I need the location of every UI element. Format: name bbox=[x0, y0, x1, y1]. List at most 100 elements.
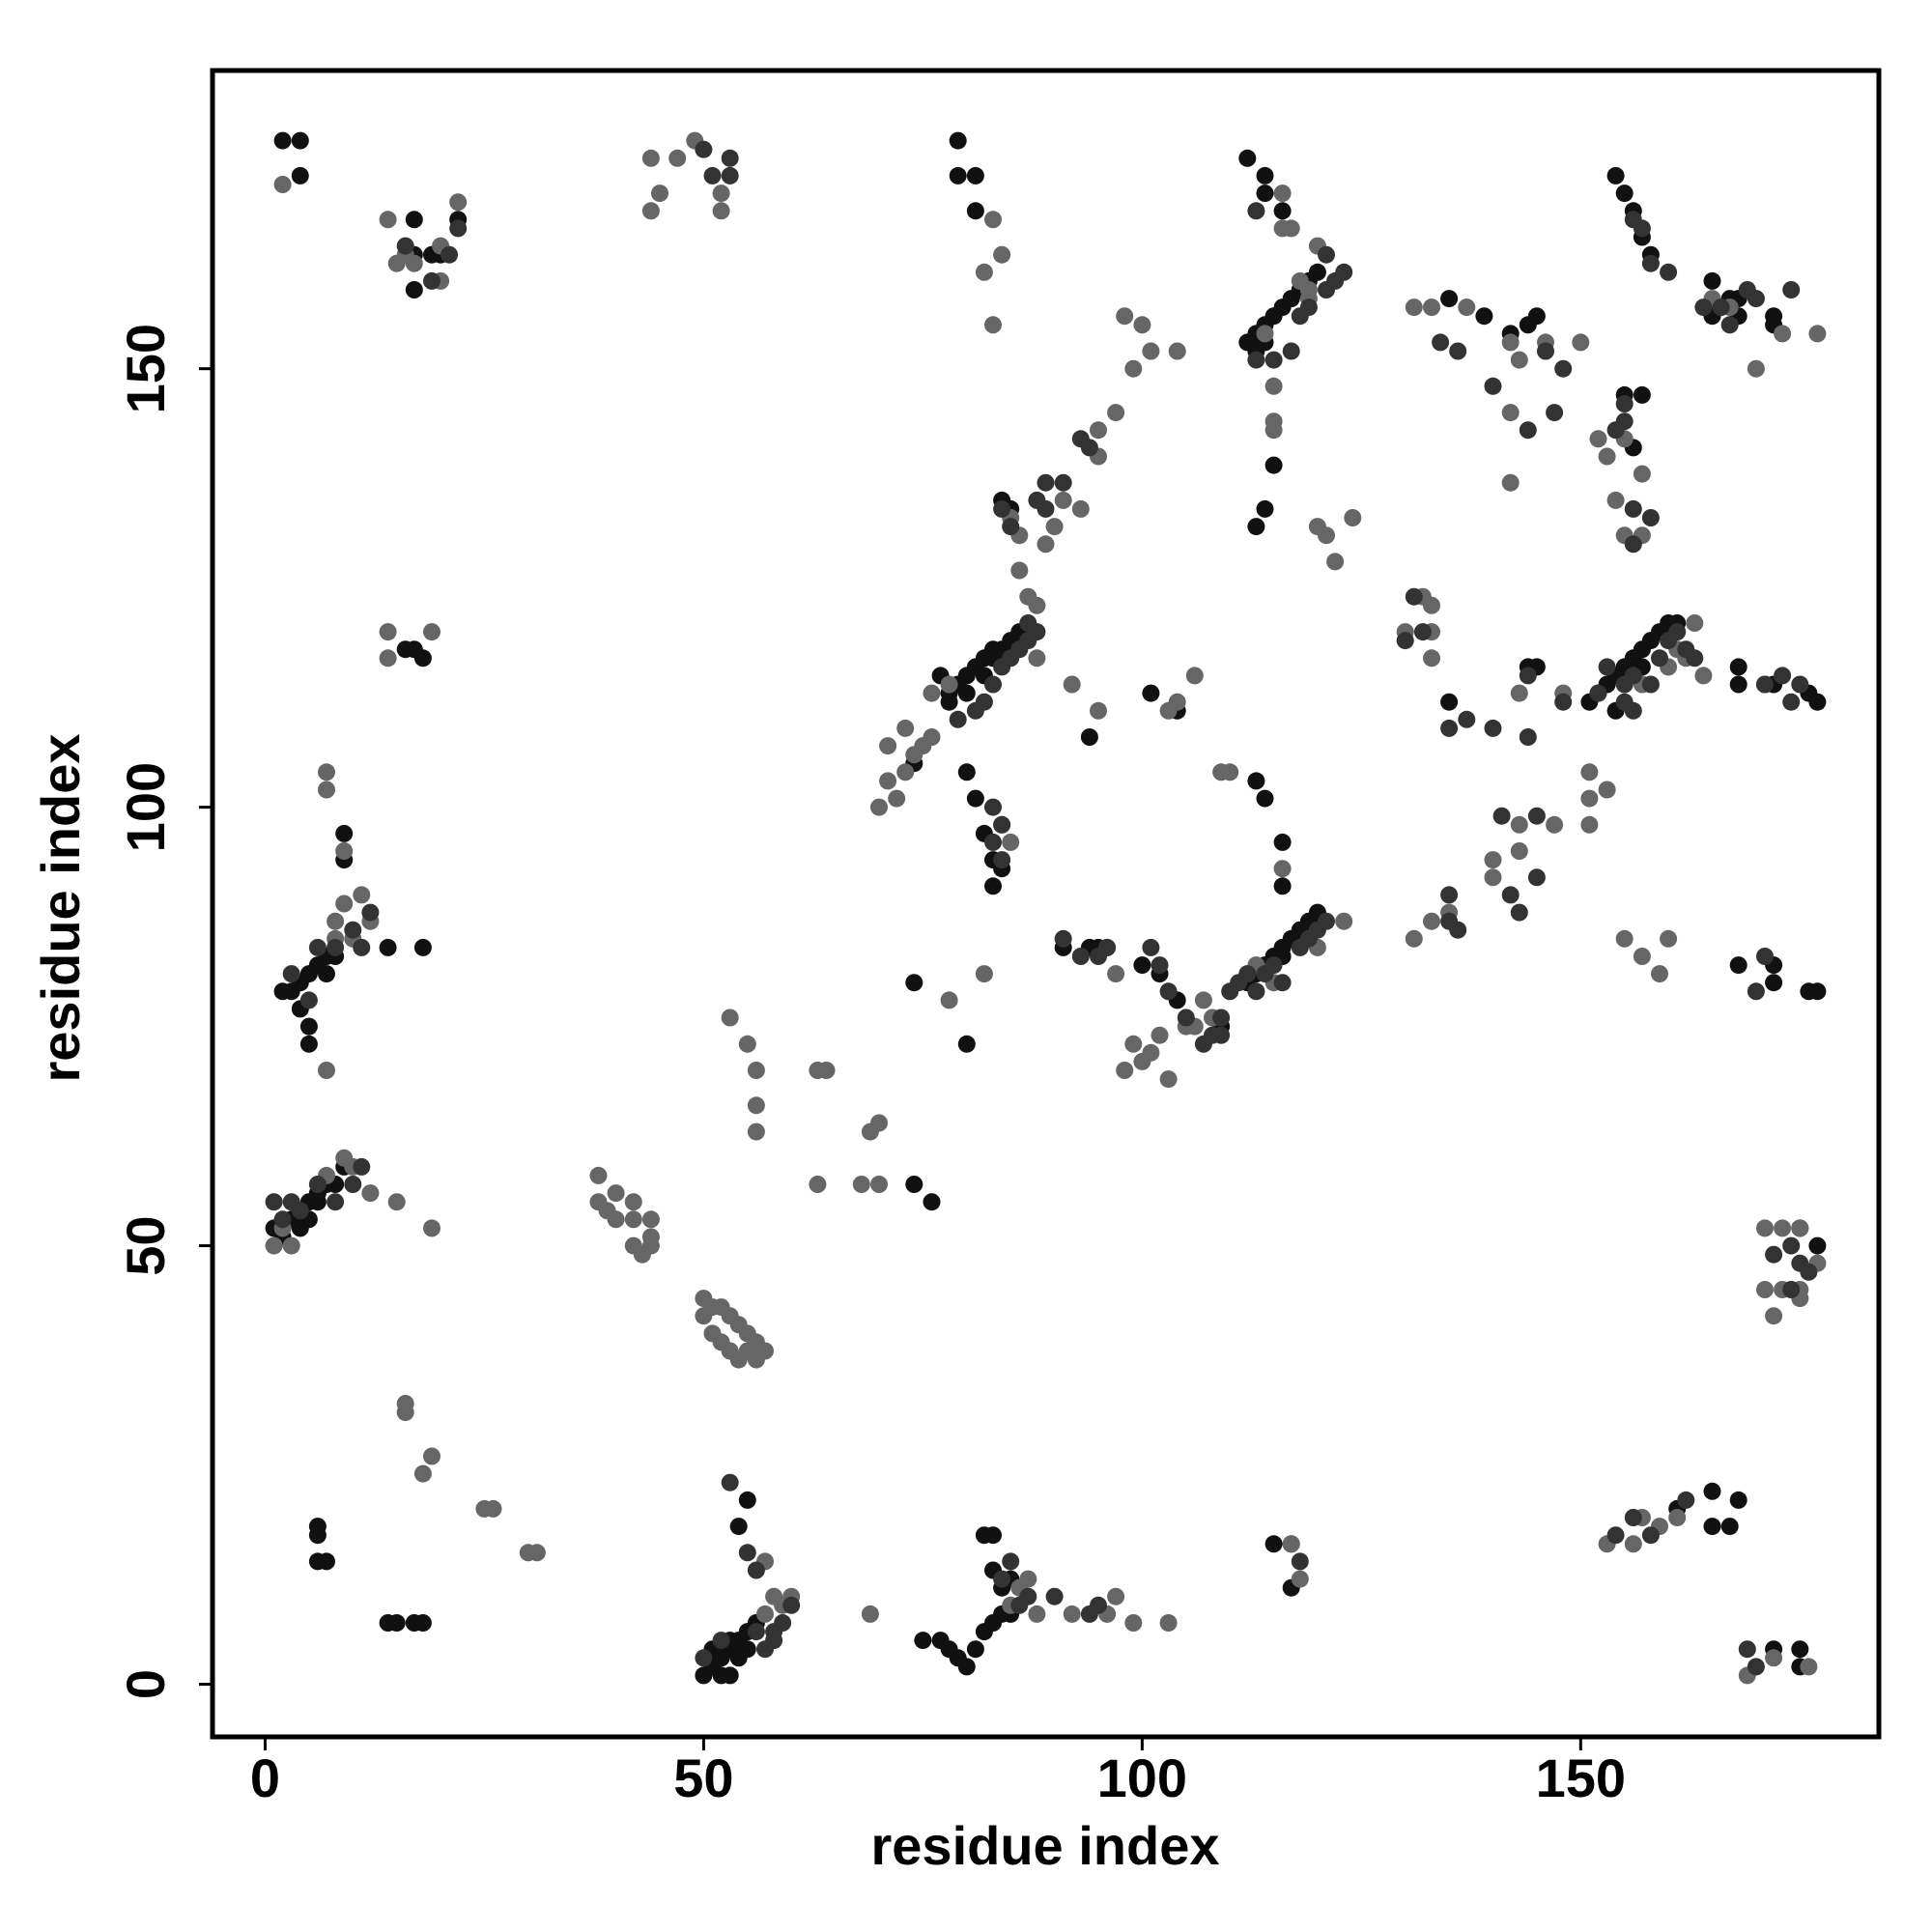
data-point bbox=[379, 938, 397, 956]
data-point bbox=[1194, 991, 1212, 1009]
data-point bbox=[993, 499, 1011, 518]
data-point bbox=[1107, 1587, 1125, 1605]
data-point bbox=[1782, 281, 1801, 298]
data-point bbox=[695, 140, 713, 158]
data-point bbox=[327, 912, 345, 930]
data-point bbox=[1633, 385, 1651, 404]
data-point bbox=[1598, 658, 1616, 676]
data-point bbox=[1107, 965, 1125, 983]
data-point bbox=[641, 202, 660, 220]
data-point bbox=[1606, 166, 1625, 185]
data-point bbox=[484, 1499, 502, 1518]
data-point bbox=[703, 166, 722, 185]
data-point bbox=[1264, 421, 1283, 440]
data-point bbox=[940, 693, 958, 711]
data-point bbox=[1264, 956, 1283, 975]
data-point bbox=[1273, 185, 1292, 203]
data-point bbox=[527, 1544, 546, 1562]
data-point bbox=[299, 1035, 318, 1053]
data-point bbox=[1598, 781, 1616, 799]
data-point bbox=[738, 1544, 756, 1562]
data-point bbox=[1651, 965, 1668, 983]
data-point bbox=[1247, 351, 1265, 369]
data-point bbox=[1729, 675, 1747, 694]
data-point bbox=[1458, 298, 1476, 317]
data-point bbox=[1765, 1307, 1783, 1325]
data-point bbox=[1694, 298, 1713, 317]
data-point bbox=[747, 1623, 765, 1641]
data-point bbox=[1423, 298, 1440, 317]
data-point bbox=[1580, 763, 1599, 781]
data-point bbox=[1080, 439, 1098, 457]
y-axis-label: residue index bbox=[30, 733, 91, 1082]
data-point bbox=[1765, 1649, 1783, 1667]
data-point bbox=[809, 1176, 827, 1193]
data-point bbox=[923, 684, 941, 702]
data-point bbox=[940, 991, 958, 1009]
data-point bbox=[966, 701, 984, 720]
data-point bbox=[1396, 632, 1414, 650]
data-point bbox=[905, 1176, 923, 1193]
data-point bbox=[1782, 693, 1801, 711]
data-point bbox=[966, 202, 984, 220]
data-point bbox=[1247, 982, 1265, 1001]
data-point bbox=[1660, 263, 1678, 281]
data-point bbox=[1090, 1596, 1107, 1614]
data-point bbox=[1264, 456, 1283, 474]
data-point bbox=[1282, 1535, 1300, 1553]
data-point bbox=[1133, 956, 1151, 975]
data-point bbox=[1142, 342, 1160, 360]
data-point bbox=[361, 903, 380, 922]
data-point bbox=[1624, 499, 1642, 518]
data-point bbox=[1537, 342, 1554, 360]
data-point bbox=[774, 1614, 792, 1632]
data-point bbox=[1554, 693, 1573, 711]
data-point bbox=[589, 1166, 608, 1184]
data-point bbox=[747, 1062, 765, 1079]
data-point bbox=[282, 1193, 300, 1211]
data-point bbox=[1413, 623, 1432, 641]
data-point bbox=[1572, 333, 1590, 352]
data-point bbox=[1002, 518, 1020, 536]
data-point bbox=[1808, 325, 1827, 343]
data-point bbox=[1432, 333, 1450, 352]
data-point bbox=[1624, 1535, 1642, 1553]
data-point bbox=[747, 1122, 765, 1141]
data-point bbox=[387, 1193, 406, 1211]
y-axis: 0 50 100 150 bbox=[115, 324, 213, 1699]
data-point bbox=[1019, 1570, 1037, 1588]
data-point bbox=[1177, 1009, 1195, 1027]
data-point bbox=[1641, 254, 1660, 272]
data-point bbox=[1808, 982, 1827, 1001]
data-point bbox=[712, 1632, 730, 1650]
data-point bbox=[1756, 1281, 1774, 1298]
data-point bbox=[379, 649, 397, 668]
data-point bbox=[318, 965, 335, 983]
data-point bbox=[1782, 1281, 1801, 1298]
data-point bbox=[335, 842, 354, 860]
data-point bbox=[449, 219, 468, 238]
data-point bbox=[993, 815, 1011, 834]
data-point bbox=[852, 1176, 870, 1193]
data-point bbox=[1116, 307, 1134, 326]
data-point bbox=[1694, 667, 1713, 685]
data-point bbox=[308, 1176, 327, 1193]
data-point bbox=[738, 1035, 756, 1053]
data-point bbox=[984, 211, 1002, 229]
data-point bbox=[405, 254, 423, 272]
data-point bbox=[1247, 772, 1265, 790]
data-point bbox=[1449, 342, 1467, 360]
data-point bbox=[1002, 833, 1020, 851]
data-point bbox=[957, 1035, 976, 1053]
data-point bbox=[1546, 404, 1564, 422]
data-point bbox=[624, 1210, 642, 1229]
data-point bbox=[1641, 1526, 1660, 1545]
data-point bbox=[1256, 499, 1274, 518]
data-point bbox=[1264, 377, 1283, 395]
data-point bbox=[1273, 877, 1292, 895]
data-point bbox=[1449, 921, 1467, 939]
data-point bbox=[291, 166, 309, 185]
data-point bbox=[984, 798, 1002, 816]
data-point bbox=[1624, 535, 1642, 554]
data-point bbox=[1037, 473, 1055, 492]
